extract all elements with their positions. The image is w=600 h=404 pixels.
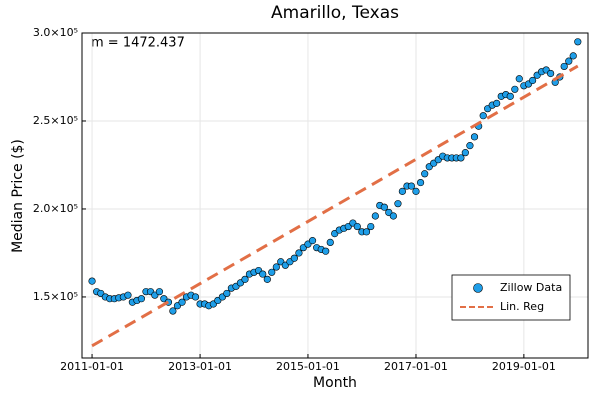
point [137,295,146,303]
point [290,254,298,262]
point [466,142,474,150]
point [511,85,519,93]
point [493,99,501,107]
point [506,92,514,100]
point [169,307,177,315]
annotation: m = 1472.437 [91,36,185,51]
point [295,249,303,257]
x-tick-label: 2011-01-01 [60,360,124,373]
point [407,182,416,190]
point [547,69,555,78]
point [155,288,164,296]
regression-line [91,64,579,348]
plot-frame [81,32,589,359]
point [457,154,465,162]
point [515,75,523,83]
point [574,38,582,46]
point [528,76,537,85]
point [470,133,479,141]
point [308,237,317,245]
point [178,298,186,306]
point [353,222,361,231]
point [362,228,371,236]
point [380,203,388,211]
point [398,187,406,195]
point [367,222,375,231]
legend-label: Lin. Reg [500,300,544,313]
point [479,112,487,120]
y-axis-label: Median Price ($) [10,139,26,253]
legend-marker [473,283,483,293]
point [416,178,425,187]
point [371,212,379,220]
point [461,149,469,157]
point [191,293,200,301]
point [223,289,231,298]
point [412,187,420,195]
point [565,57,573,65]
point [259,270,267,278]
point [272,263,280,271]
x-tick-label: 2019-01-01 [492,360,556,373]
x-tick-label: 2013-01-01 [168,360,232,373]
point [241,275,249,283]
point [326,238,334,246]
legend-box [451,274,571,321]
point [124,291,132,299]
y-tick-label: 3.0×10⁵ [33,26,78,39]
point [88,277,96,285]
x-tick-label: 2015-01-01 [276,360,340,373]
point [421,170,429,178]
point [268,268,276,276]
legend-label: Zillow Data [500,281,562,294]
y-tick-label: 2.0×10⁵ [33,202,78,215]
point [560,62,568,71]
point [394,200,402,208]
point [263,275,271,283]
x-tick-label: 2017-01-01 [384,360,448,373]
point [569,52,577,60]
chart-title: Amarillo, Texas [271,3,399,23]
x-axis-label: Month [313,375,357,391]
point [322,247,330,255]
y-tick-label: 1.5×10⁵ [33,290,78,303]
y-tick-label: 2.5×10⁵ [33,114,78,127]
point [389,212,397,220]
